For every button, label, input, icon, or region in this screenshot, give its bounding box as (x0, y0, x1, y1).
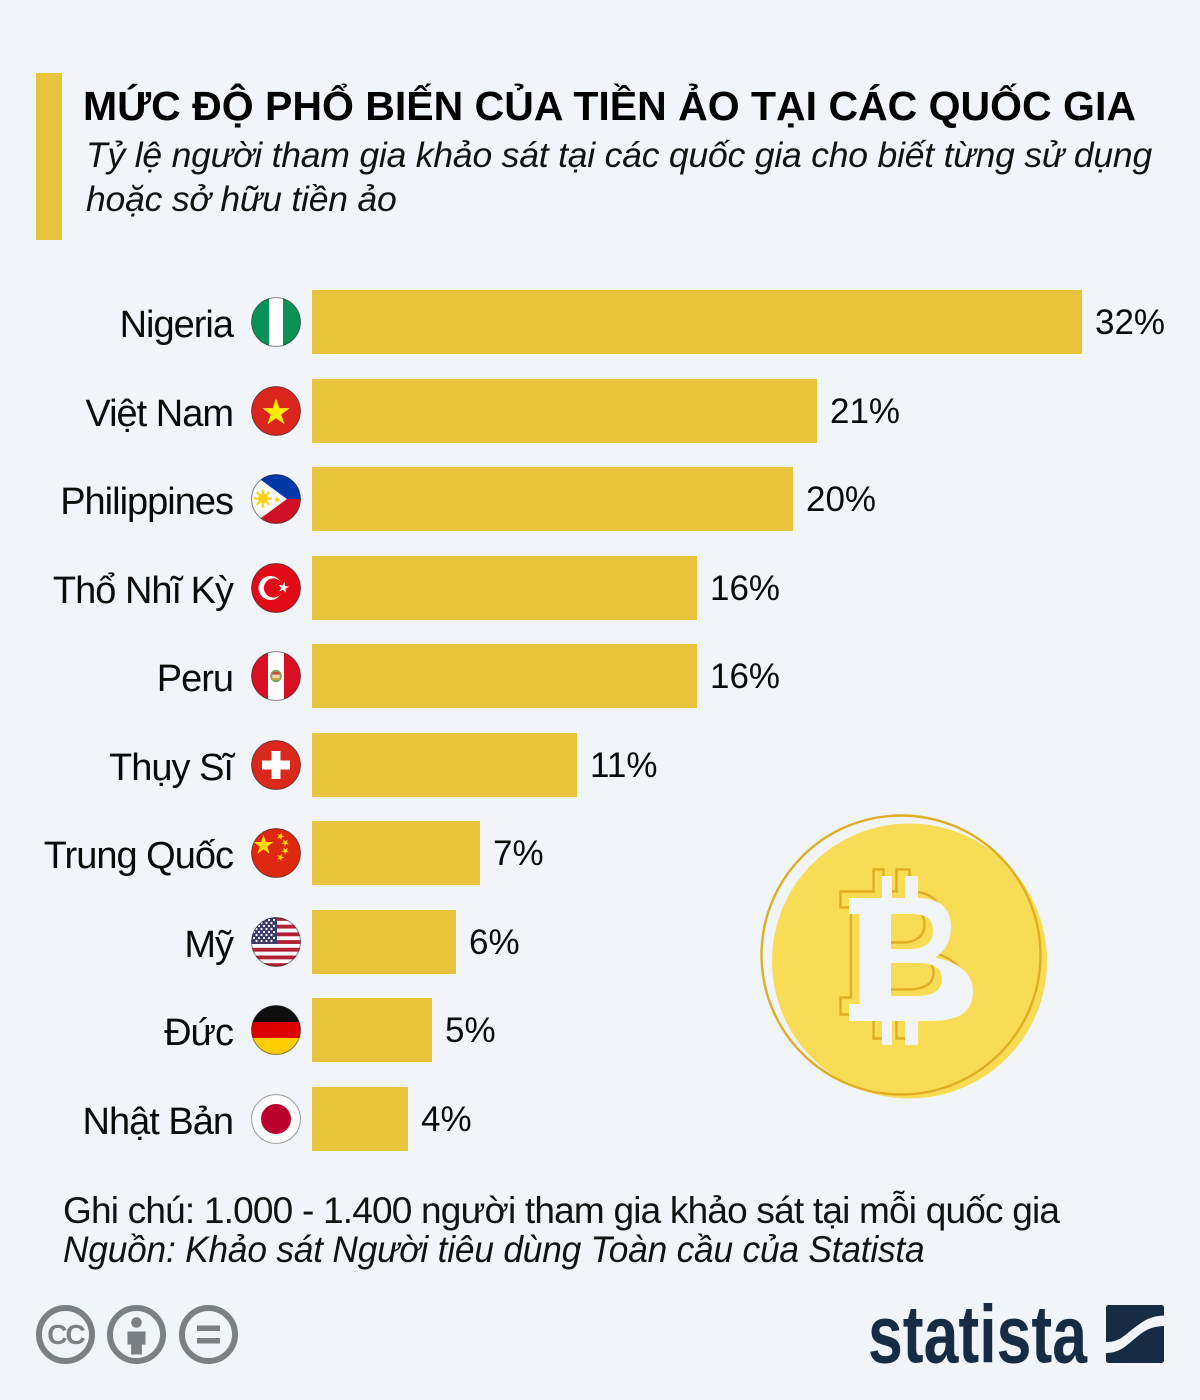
svg-text:CC: CC (47, 1319, 85, 1350)
svg-text:statista: statista (868, 1290, 1088, 1375)
